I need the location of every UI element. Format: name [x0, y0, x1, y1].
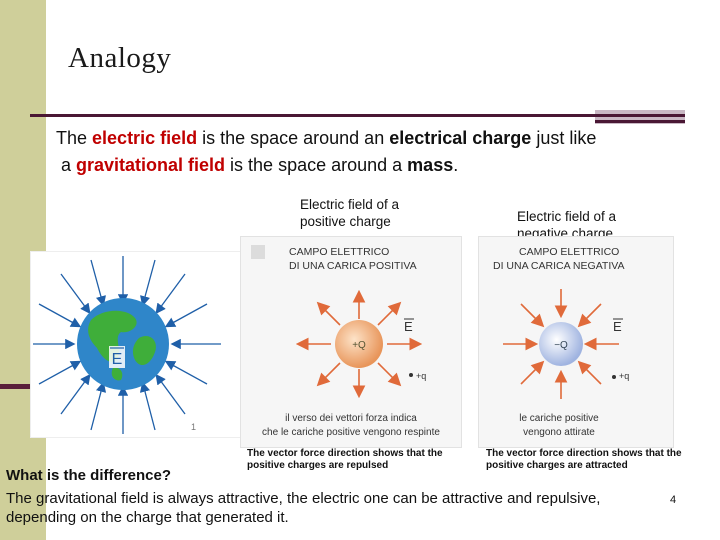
negative-panel-note-1: le cariche positive [519, 413, 599, 424]
negative-panel-note-2: vengono attirate [523, 427, 595, 438]
earth-land-2 [132, 335, 156, 366]
negative-charge [539, 322, 583, 366]
positive-panel-title-2: DI UNA CARICA POSITIVA [289, 260, 417, 272]
positive-charge-label: +Q [352, 340, 366, 351]
electrical-charge-term: electrical charge [389, 128, 532, 148]
positive-charge-panel: CAMPO ELETTRICO DI UNA CARICA POSITIVA +… [240, 236, 462, 448]
negative-charge-label: −Q [554, 340, 568, 351]
negative-charge-panel: CAMPO ELETTRICO DI UNA CARICA NEGATIVA −… [478, 236, 674, 448]
caption-positive: Electric field of a positive charge [300, 197, 400, 229]
positive-panel-note-2: che le cariche positive vengono respinte [262, 427, 440, 438]
intro-line-1: The electric field is the space around a… [56, 125, 696, 152]
intro-text-1: The [56, 128, 93, 148]
intro-text-3: just like [531, 128, 597, 148]
positive-charge [335, 320, 383, 368]
mass-term: mass [407, 155, 454, 175]
gravitational-field-term: gravitational field [76, 155, 226, 175]
electric-field-term: electric field [92, 128, 198, 148]
slide-title: Analogy [68, 42, 172, 74]
negative-field-arrows [503, 289, 619, 399]
intro-text: The electric field is the space around a… [56, 125, 696, 179]
positive-panel-note-1: il verso dei vettori forza indica [285, 413, 417, 424]
note-negative: The vector force direction shows that th… [486, 448, 682, 471]
negative-field-label: E [613, 319, 622, 334]
note-positive: The vector force direction shows that th… [247, 448, 443, 471]
negative-field-diagram: CAMPO ELETTRICO DI UNA CARICA NEGATIVA −… [493, 246, 629, 438]
positive-field-arrows [295, 289, 423, 399]
negative-panel-title-1: CAMPO ELETTRICO [519, 246, 619, 258]
earth-index-label: 1 [191, 422, 196, 432]
positive-panel-title-1: CAMPO ELETTRICO [289, 246, 389, 258]
gravity-arrows [33, 256, 221, 434]
page-number: 4 [670, 494, 677, 506]
positive-field-label: E [404, 319, 413, 334]
side-accent [0, 384, 40, 389]
earth-field-label: E [112, 351, 123, 368]
negative-panel-title-2: DI UNA CARICA NEGATIVA [493, 260, 624, 272]
title-rule [30, 114, 685, 117]
intro-text-2: is the space around an [197, 128, 390, 148]
earth-field-image: E 1 [30, 251, 242, 438]
intro-text-6: . [453, 155, 459, 175]
earth-field-diagram: E 1 [33, 256, 221, 434]
intro-line-2: a gravitational field is the space aroun… [56, 152, 696, 179]
conclusion-text: The gravitational field is always attrac… [6, 490, 601, 526]
positive-test-charge-label: +q [416, 371, 426, 381]
question-text: What is the difference? [6, 467, 172, 484]
intro-text-5: is the space around a [225, 155, 408, 175]
title-rule-end [595, 120, 685, 123]
negative-test-charge-label: +q [619, 371, 629, 381]
earth-land-3 [111, 367, 123, 381]
positive-field-diagram: CAMPO ELETTRICO DI UNA CARICA POSITIVA +… [251, 245, 440, 438]
earth-land-1 [88, 310, 137, 362]
intro-text-4: a [61, 155, 77, 175]
